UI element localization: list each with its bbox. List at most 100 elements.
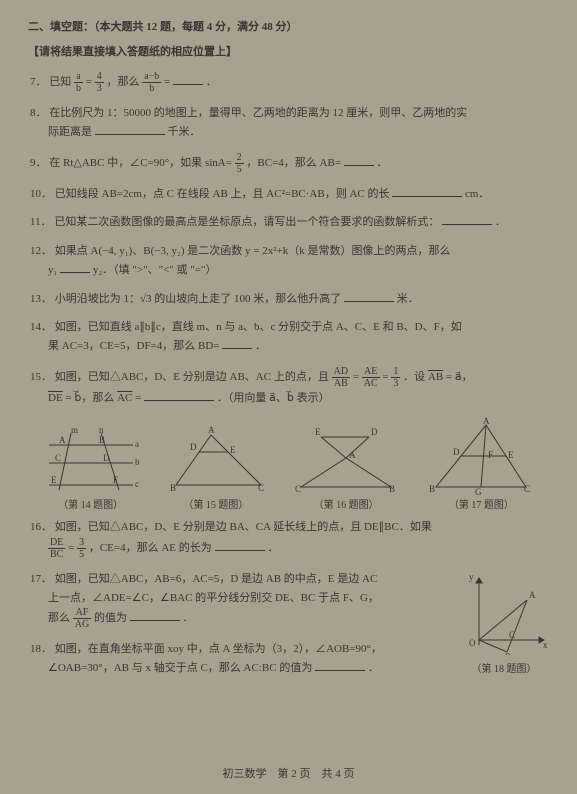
q7-frac1-num: a	[74, 71, 83, 83]
q12-text-a: 如果点 A(−4, y₁)、B(−3, y₂) 是二次函数 y = 2x²+k（…	[55, 245, 451, 257]
q16-blank	[215, 539, 265, 551]
q15-vec-ab: AB	[428, 371, 443, 383]
f14-a: a	[135, 439, 139, 449]
q17-text-b: 上一点，∠ADE=∠C，∠BAC 的平分线分别交 DE、BC 于点 F、G，	[48, 592, 379, 604]
q12-text-c: y₂．（填 ">"、"<" 或 "="）	[93, 264, 217, 276]
f15-B: B	[170, 483, 176, 493]
q14-text-b: 果 AC=3，CE=5，DF=4，那么 BD=	[48, 340, 220, 352]
f16-E: E	[315, 427, 321, 437]
q14-text-a: 如图，已知直线 a∥b∥c，直线 m、n 与 a、b、c 分别交于点 A、C、E…	[55, 321, 462, 333]
fig14-svg: m n A B a C D b E F c	[41, 425, 141, 495]
fig14-caption: （第 14 题图）	[41, 497, 141, 514]
f16-A: A	[349, 450, 356, 460]
q12-num: 12．	[30, 245, 52, 257]
q13-num: 13．	[30, 293, 52, 305]
fig18-caption: （第 18 题图）	[459, 661, 549, 678]
fig15-caption: （第 15 题图）	[166, 497, 266, 514]
q16-fd: BC	[48, 549, 65, 560]
section-title: 二、填空题：（本大题共 12 题，每题 4 分，满分 48 分）	[28, 18, 549, 37]
fig16-caption: （第 16 题图）	[291, 497, 401, 514]
question-13: 13． 小明沿坡比为 1：√3 的山坡向上走了 100 米，那么他升高了 米．	[28, 290, 549, 309]
figure-14: m n A B a C D b E F c （第 14 题图）	[41, 425, 141, 514]
q13-blank	[344, 290, 394, 302]
q8-num: 8．	[30, 107, 47, 119]
fig15-svg: A D E B C	[166, 425, 266, 495]
q16-f2d: 5	[77, 549, 86, 560]
q7-text-b: ，那么	[106, 76, 139, 88]
q9-blank	[344, 154, 374, 166]
q16-tc: ．	[267, 542, 278, 554]
q18-blank	[315, 659, 365, 671]
fig18-svg: x y O A C B	[459, 570, 549, 655]
f18-A: A	[529, 590, 536, 600]
fig17-caption: （第 17 题图）	[426, 497, 536, 514]
fig17-svg: A D E F B G C	[426, 417, 536, 495]
question-8: 8． 在比例尺为 1：50000 的地图上，量得甲、乙两地的距离为 12 厘米，…	[28, 104, 549, 141]
q18-num: 18．	[30, 643, 52, 655]
q7-eq: =	[86, 76, 95, 88]
q11-num: 11．	[30, 216, 52, 228]
question-16: 16． 如图，已知△ABC，D、E 分别是边 BA、CA 延长线上的点，且 DE…	[28, 518, 549, 560]
q15-f2n: AE	[362, 366, 380, 378]
q11-text-b: ．	[495, 216, 506, 228]
q15-vec-de: DE	[48, 392, 63, 404]
q17-text-a: 如图，已知△ABC，AB=6，AC=5，D 是边 AB 的中点，E 是边 AC	[55, 573, 378, 585]
q15-f3d: 3	[391, 378, 400, 389]
question-9: 9． 在 Rt△ABC 中，∠C=90°，如果 sinA= 25 ，BC=4，那…	[28, 152, 549, 175]
q15-tf: ．（用向量 a⃗、b⃗ 表示）	[217, 392, 330, 404]
q17-text-c: 那么	[48, 612, 70, 624]
q9-text-b: ，BC=4，那么 AB=	[246, 157, 341, 169]
f14-D: D	[103, 453, 110, 463]
q10-text-b: cm．	[465, 188, 489, 200]
q17-text-d: 的值为	[94, 612, 127, 624]
q7-text-c: =	[164, 76, 173, 88]
q9-frac-num: 2	[235, 152, 244, 164]
q9-text-a: 在 Rt△ABC 中，∠C=90°，如果 sinA=	[49, 157, 232, 169]
f17-C: C	[524, 484, 530, 494]
fig16-svg: E D A C B	[291, 425, 401, 495]
question-15: 15． 如图，已知△ABC，D、E 分别是边 AB、AC 上的点，且 ADAB …	[28, 366, 549, 408]
q17-text-e: ．	[182, 612, 193, 624]
q13-text-b: 米．	[397, 293, 419, 305]
q15-tc: = a⃗，	[446, 371, 473, 383]
f14-F: F	[113, 475, 118, 485]
question-11: 11． 已知某二次函数图像的最高点是坐标原点，请写出一个符合要求的函数解析式： …	[28, 213, 549, 232]
f14-C: C	[55, 453, 61, 463]
q10-blank	[392, 185, 462, 197]
q15-blank	[144, 389, 214, 401]
q7-frac3-den: b	[142, 83, 161, 94]
f14-m: m	[71, 425, 78, 435]
q7-text-a: 已知	[49, 76, 71, 88]
figure-17: A D E F B G C （第 17 题图）	[426, 417, 536, 514]
q16-text-a: 如图，已知△ABC，D、E 分别是边 BA、CA 延长线上的点，且 DE∥BC．…	[55, 521, 432, 533]
q10-text-a: 已知线段 AB=2cm，点 C 在线段 AB 上，且 AC²=BC·AB，则 A…	[55, 188, 390, 200]
f18-O: O	[469, 638, 476, 648]
q15-text-a: 如图，已知△ABC，D、E 分别是边 AB、AC 上的点，且	[55, 371, 329, 383]
q9-num: 9．	[30, 157, 47, 169]
q15-f1n: AD	[332, 366, 350, 378]
q8-text-c: 千米．	[168, 126, 201, 138]
q17-fd: AG	[73, 619, 91, 630]
q7-frac3-num: a−b	[142, 71, 161, 83]
q15-eq2: =	[382, 371, 391, 383]
q15-te: =	[135, 392, 144, 404]
q7-num: 7．	[30, 76, 47, 88]
f16-C: C	[295, 484, 301, 494]
f18-y: y	[469, 572, 474, 582]
q7-text-d: ．	[206, 76, 217, 88]
q14-num: 14．	[30, 321, 52, 333]
q15-td: = b⃗，那么	[65, 392, 117, 404]
f17-B: B	[429, 484, 435, 494]
q7-frac2-den: 3	[95, 83, 104, 94]
f17-A: A	[483, 417, 490, 426]
q18-text-a: 如图，在直角坐标平面 xoy 中，点 A 坐标为（3，2），∠AOB=90°，	[55, 643, 382, 655]
f14-n: n	[99, 425, 104, 435]
question-12: 12． 如果点 A(−4, y₁)、B(−3, y₂) 是二次函数 y = 2x…	[28, 242, 549, 279]
q14-text-c: ．	[255, 340, 266, 352]
f17-F: F	[488, 450, 493, 460]
f17-E: E	[508, 450, 514, 460]
q18-text-b: ∠OAB=30°，AB 与 x 轴交于点 C，那么 AC:BC 的值为	[48, 662, 312, 674]
q7-frac2-num: 4	[95, 71, 104, 83]
q18-text-c: ．	[368, 662, 379, 674]
q12-blank	[60, 261, 90, 273]
